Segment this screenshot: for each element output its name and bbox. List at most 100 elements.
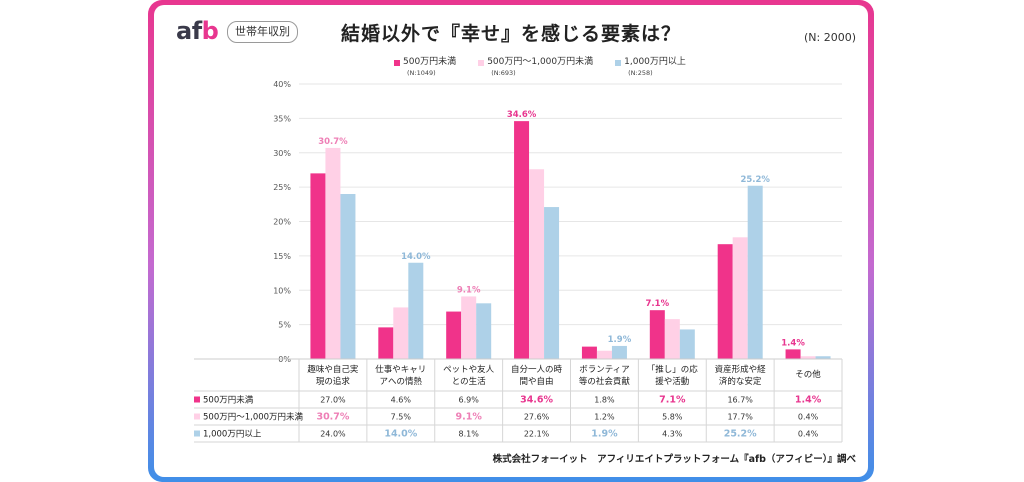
data-label: 25.2%: [724, 429, 757, 440]
data-label: 34.6%: [520, 395, 553, 406]
bar-value-label: 34.6%: [507, 110, 537, 120]
y-tick-label: 15%: [273, 252, 291, 261]
data-label: 4.3%: [662, 430, 683, 439]
data-label: 22.1%: [524, 430, 550, 439]
legend-label: 500万円未満: [403, 57, 457, 67]
table-series-label: 500万円未満: [203, 395, 254, 406]
bar: [596, 350, 612, 359]
data-label: 1.8%: [594, 396, 615, 405]
bar-value-label: 7.1%: [646, 299, 670, 309]
legend-item: 500万円〜1,000万円未満 (N:693): [478, 57, 593, 79]
x-tick-label: ペットや友人: [443, 364, 495, 375]
segment-badge: 世帯年収別: [227, 21, 298, 43]
y-tick-label: 30%: [273, 149, 291, 158]
bar-value-label: 25.2%: [740, 175, 770, 185]
legend-swatch: [615, 60, 622, 66]
data-label: 27.6%: [524, 413, 550, 422]
y-tick-label: 5%: [278, 321, 291, 330]
sample-size: (N: 2000): [803, 31, 856, 44]
legend-item: 1,000万円以上 (N:258): [615, 57, 686, 79]
x-tick-label: アへの情熱: [380, 376, 423, 387]
bar: [544, 207, 560, 359]
data-label: 1.4%: [795, 395, 822, 406]
bar: [529, 169, 545, 359]
bar-value-label: 1.9%: [608, 335, 632, 345]
legend-item: 500万円未満 (N:1049): [394, 57, 456, 79]
data-label: 4.6%: [391, 396, 412, 405]
bar: [393, 307, 409, 359]
data-label: 16.7%: [727, 396, 753, 405]
x-tick-label: 済的な安定: [719, 376, 762, 387]
table-series-label: 1,000万円以上: [203, 430, 262, 440]
afb-logo: afb: [176, 17, 219, 45]
y-tick-label: 40%: [273, 80, 291, 89]
legend-label: 500万円〜1,000万円未満: [487, 57, 594, 67]
bar: [325, 147, 341, 359]
table-series-label: 500万円〜1,000万円未満: [203, 412, 304, 423]
bar: [732, 237, 748, 359]
x-tick-label: 等の社会貢献: [579, 376, 631, 387]
x-tick-label: 仕事やキャリ: [375, 364, 426, 375]
data-label: 7.1%: [659, 395, 686, 406]
bar: [310, 173, 326, 359]
data-label: 27.0%: [320, 396, 346, 405]
data-label: 0.4%: [798, 430, 819, 439]
legend-n: (N:258): [628, 69, 653, 77]
bar: [476, 303, 492, 359]
bar: [378, 327, 394, 359]
data-label: 17.7%: [727, 413, 753, 422]
x-tick-label: 「推し」の応: [647, 364, 699, 375]
table-swatch: [194, 413, 200, 420]
bar-value-label: 9.1%: [457, 285, 481, 295]
legend-label: 1,000万円以上: [624, 57, 686, 67]
bar: [679, 329, 695, 359]
legend-swatch: [478, 60, 485, 66]
chart-card: afb 世帯年収別 結婚以外で『幸せ』を感じる要素は？ (N: 2000) 50…: [154, 5, 868, 477]
data-label: 1.2%: [594, 413, 615, 422]
table-swatch: [194, 396, 200, 403]
bar-chart: 0%5%10%15%20%25%30%35%40%34.6%7.1%1.4%30…: [194, 80, 843, 443]
table-swatch: [194, 430, 200, 437]
data-label: 1.9%: [591, 429, 618, 440]
data-label: 8.1%: [459, 430, 480, 439]
legend-n: (N:693): [491, 69, 516, 77]
source-footer: 株式会社フォーイット アフィリエイトプラットフォーム『afb（アフィビー）』調べ: [492, 454, 856, 465]
bar: [815, 356, 831, 359]
data-label: 14.0%: [384, 429, 417, 440]
bar: [611, 345, 627, 359]
data-label: 5.8%: [662, 413, 683, 422]
y-tick-label: 20%: [273, 218, 291, 227]
x-tick-label: 現の追求: [316, 376, 351, 387]
data-label: 30.7%: [316, 412, 349, 423]
x-tick-label: 援や活動: [655, 376, 689, 387]
bar: [446, 311, 462, 359]
bar-value-label: 14.0%: [401, 252, 431, 262]
bar: [747, 185, 763, 359]
legend: 500万円未満 (N:1049) 500万円〜1,000万円未満 (N:693)…: [394, 57, 686, 79]
data-label: 7.5%: [391, 413, 412, 422]
y-tick-label: 35%: [273, 114, 291, 123]
bar: [408, 262, 424, 359]
y-tick-label: 25%: [273, 183, 291, 192]
bar-value-label: 1.4%: [781, 338, 805, 348]
bar: [785, 349, 801, 359]
bar: [649, 310, 665, 359]
legend-n: (N:1049): [407, 69, 436, 77]
x-tick-label: 趣味や自己実: [307, 364, 359, 375]
bar: [340, 194, 356, 359]
bar: [717, 244, 733, 359]
legend-swatch: [394, 60, 400, 66]
bar: [461, 296, 477, 359]
data-label: 6.9%: [459, 396, 480, 405]
bar: [664, 319, 680, 359]
data-label: 9.1%: [456, 412, 483, 423]
bar-value-label: 30.7%: [318, 137, 348, 147]
x-tick-label: 間や自由: [520, 376, 554, 387]
x-tick-label: その他: [795, 369, 821, 380]
bar: [514, 121, 530, 359]
bar: [581, 346, 597, 359]
data-label: 24.0%: [320, 430, 346, 439]
data-label: 0.4%: [798, 413, 819, 422]
bar: [800, 356, 816, 359]
x-tick-label: 自分一人の時: [511, 364, 563, 375]
